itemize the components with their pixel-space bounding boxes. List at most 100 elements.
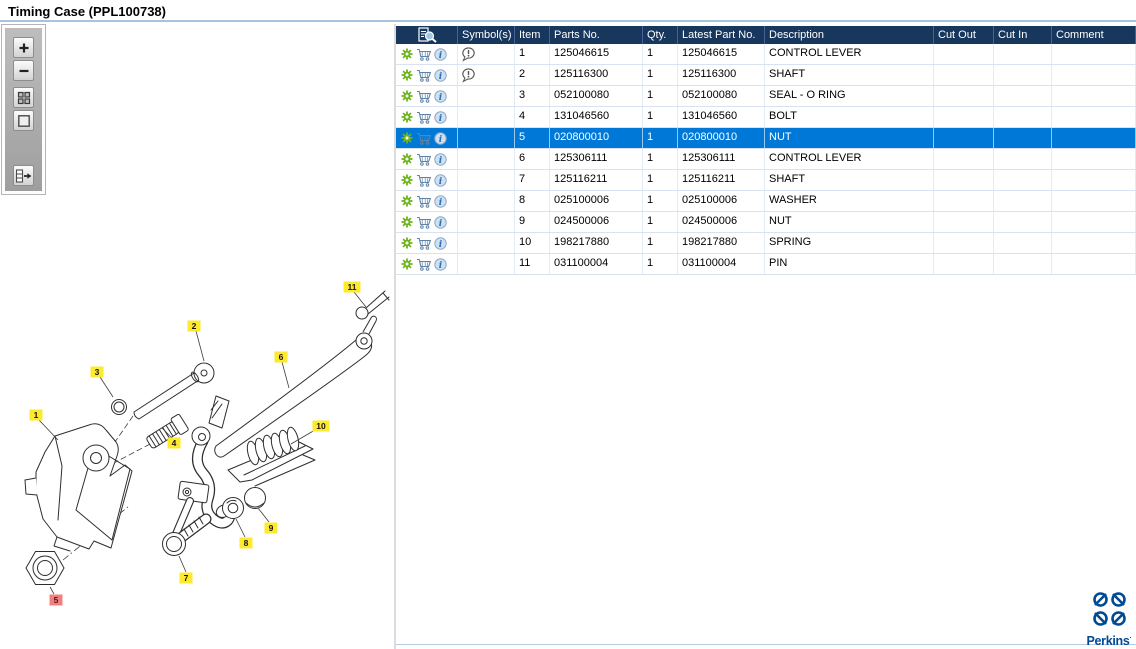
row-symbols-cell (458, 107, 515, 127)
add-to-cart-icon[interactable] (416, 216, 431, 229)
part-info-icon[interactable]: i (434, 173, 447, 187)
column-header-qty[interactable]: Qty. (643, 26, 678, 44)
part-callout-8[interactable]: 8 (239, 537, 253, 549)
part-callout-7[interactable]: 7 (179, 572, 193, 584)
part-info-icon[interactable]: i (434, 131, 447, 145)
add-to-cart-icon[interactable] (416, 132, 431, 145)
column-header-parts-no[interactable]: Parts No. (550, 26, 643, 44)
settings-gear-icon[interactable] (401, 48, 413, 60)
table-row[interactable]: i 5 020800010 1 020800010 NUT (396, 128, 1136, 149)
toggle-list-panel-button[interactable] (13, 165, 34, 186)
row-actions-cell: i (396, 149, 458, 169)
column-header-comment[interactable]: Comment (1052, 26, 1136, 44)
pane-splitter[interactable] (394, 24, 396, 649)
part-info-icon[interactable]: i (434, 257, 447, 271)
table-row[interactable]: i 8 025100006 1 025100006 WASHER (396, 191, 1136, 212)
part-o-ring[interactable] (111, 399, 127, 415)
zoom-out-button[interactable] (13, 60, 34, 81)
part-callout-9[interactable]: 9 (264, 522, 278, 534)
part-callout-2[interactable]: 2 (187, 320, 201, 332)
part-info-icon[interactable]: i (434, 194, 447, 208)
part-threaded-bolt[interactable] (144, 413, 189, 452)
part-info-icon[interactable]: i (434, 110, 447, 124)
page-title: Timing Case (PPL100738) (8, 4, 166, 19)
symbol-note-icon[interactable] (461, 46, 476, 62)
part-washer[interactable] (222, 497, 244, 519)
description-cell: CONTROL LEVER (765, 149, 934, 169)
part-callout-6[interactable]: 6 (274, 351, 288, 363)
settings-gear-icon[interactable] (401, 90, 413, 102)
settings-gear-icon[interactable] (401, 111, 413, 123)
add-to-cart-icon[interactable] (416, 111, 431, 124)
settings-gear-icon[interactable] (401, 153, 413, 165)
table-row[interactable]: i 10 198217880 1 198217880 SPRING (396, 233, 1136, 254)
part-callout-4[interactable]: 4 (167, 437, 181, 449)
part-long-lever[interactable] (214, 315, 377, 458)
settings-gear-icon[interactable] (401, 132, 413, 144)
table-row[interactable]: i 1 125046615 1 125046615 CONTROL LEV (396, 44, 1136, 65)
cut-out-cell (934, 254, 994, 274)
part-info-icon[interactable]: i (434, 215, 447, 229)
part-small-nut[interactable] (244, 487, 266, 509)
add-to-cart-icon[interactable] (416, 90, 431, 103)
table-row[interactable]: i 11 031100004 1 031100004 PIN (396, 254, 1136, 275)
fit-view-button[interactable] (13, 110, 34, 131)
zoom-in-button[interactable] (13, 37, 34, 58)
settings-gear-icon[interactable] (401, 258, 413, 270)
table-row[interactable]: i 7 125116211 1 125116211 SHAFT (396, 170, 1136, 191)
part-control-lever-body[interactable] (24, 423, 133, 552)
table-row[interactable]: i 4 131046560 1 131046560 BOLT (396, 107, 1136, 128)
part-callout-5-highlighted[interactable]: 5 (49, 594, 63, 606)
part-callout-3[interactable]: 3 (90, 366, 104, 378)
svg-text:i: i (439, 155, 443, 165)
column-header-item[interactable]: Item (515, 26, 550, 44)
table-row[interactable]: i 6 125306111 1 125306111 CONTROL LEV (396, 149, 1136, 170)
add-to-cart-icon[interactable] (416, 174, 431, 187)
description-cell: SHAFT (765, 170, 934, 190)
part-spring[interactable] (227, 426, 316, 487)
part-info-icon[interactable]: i (434, 236, 447, 250)
qty-cell: 1 (643, 233, 678, 253)
settings-gear-icon[interactable] (401, 69, 413, 81)
column-header-actions[interactable] (396, 26, 458, 44)
column-header-cut-out[interactable]: Cut Out (934, 26, 994, 44)
column-header-symbols[interactable]: Symbol(s) (458, 26, 515, 44)
part-callout-10[interactable]: 10 (312, 420, 330, 432)
part-info-icon[interactable]: i (434, 47, 447, 61)
table-row[interactable]: i 9 024500006 1 024500006 NUT (396, 212, 1136, 233)
symbol-note-icon[interactable] (461, 67, 476, 83)
settings-gear-icon[interactable] (401, 237, 413, 249)
part-cotter-pin[interactable] (355, 290, 390, 320)
add-to-cart-icon[interactable] (416, 69, 431, 82)
search-parts-icon (417, 27, 437, 43)
settings-gear-icon[interactable] (401, 195, 413, 207)
item-cell: 3 (515, 86, 550, 106)
item-cell: 5 (515, 128, 550, 148)
part-callout-1[interactable]: 1 (29, 409, 43, 421)
latest-part-no-cell: 125116211 (678, 170, 765, 190)
part-info-icon[interactable]: i (434, 152, 447, 166)
cut-in-cell (994, 107, 1052, 127)
part-info-icon[interactable]: i (434, 68, 447, 82)
add-to-cart-icon[interactable] (416, 195, 431, 208)
column-header-latest-part-no[interactable]: Latest Part No. (678, 26, 765, 44)
tile-view-button[interactable] (13, 87, 34, 108)
cut-in-cell (994, 254, 1052, 274)
settings-gear-icon[interactable] (401, 174, 413, 186)
add-to-cart-icon[interactable] (416, 48, 431, 61)
part-info-icon[interactable]: i (434, 89, 447, 103)
part-hex-nut[interactable] (25, 551, 65, 585)
column-header-cut-in[interactable]: Cut In (994, 26, 1052, 44)
part-pivot-bolt[interactable] (162, 513, 212, 556)
add-to-cart-icon[interactable] (416, 258, 431, 271)
column-header-description[interactable]: Description (765, 26, 934, 44)
part-callout-11[interactable]: 11 (343, 281, 361, 293)
table-row[interactable]: i 2 125116300 1 125116300 SHAFT (396, 65, 1136, 86)
latest-part-no-cell: 125046615 (678, 44, 765, 64)
part-shaft-rod[interactable] (133, 362, 215, 420)
add-to-cart-icon[interactable] (416, 237, 431, 250)
part-center-lever[interactable] (169, 395, 236, 545)
add-to-cart-icon[interactable] (416, 153, 431, 166)
table-row[interactable]: i 3 052100080 1 052100080 SEAL - O RI (396, 86, 1136, 107)
settings-gear-icon[interactable] (401, 216, 413, 228)
